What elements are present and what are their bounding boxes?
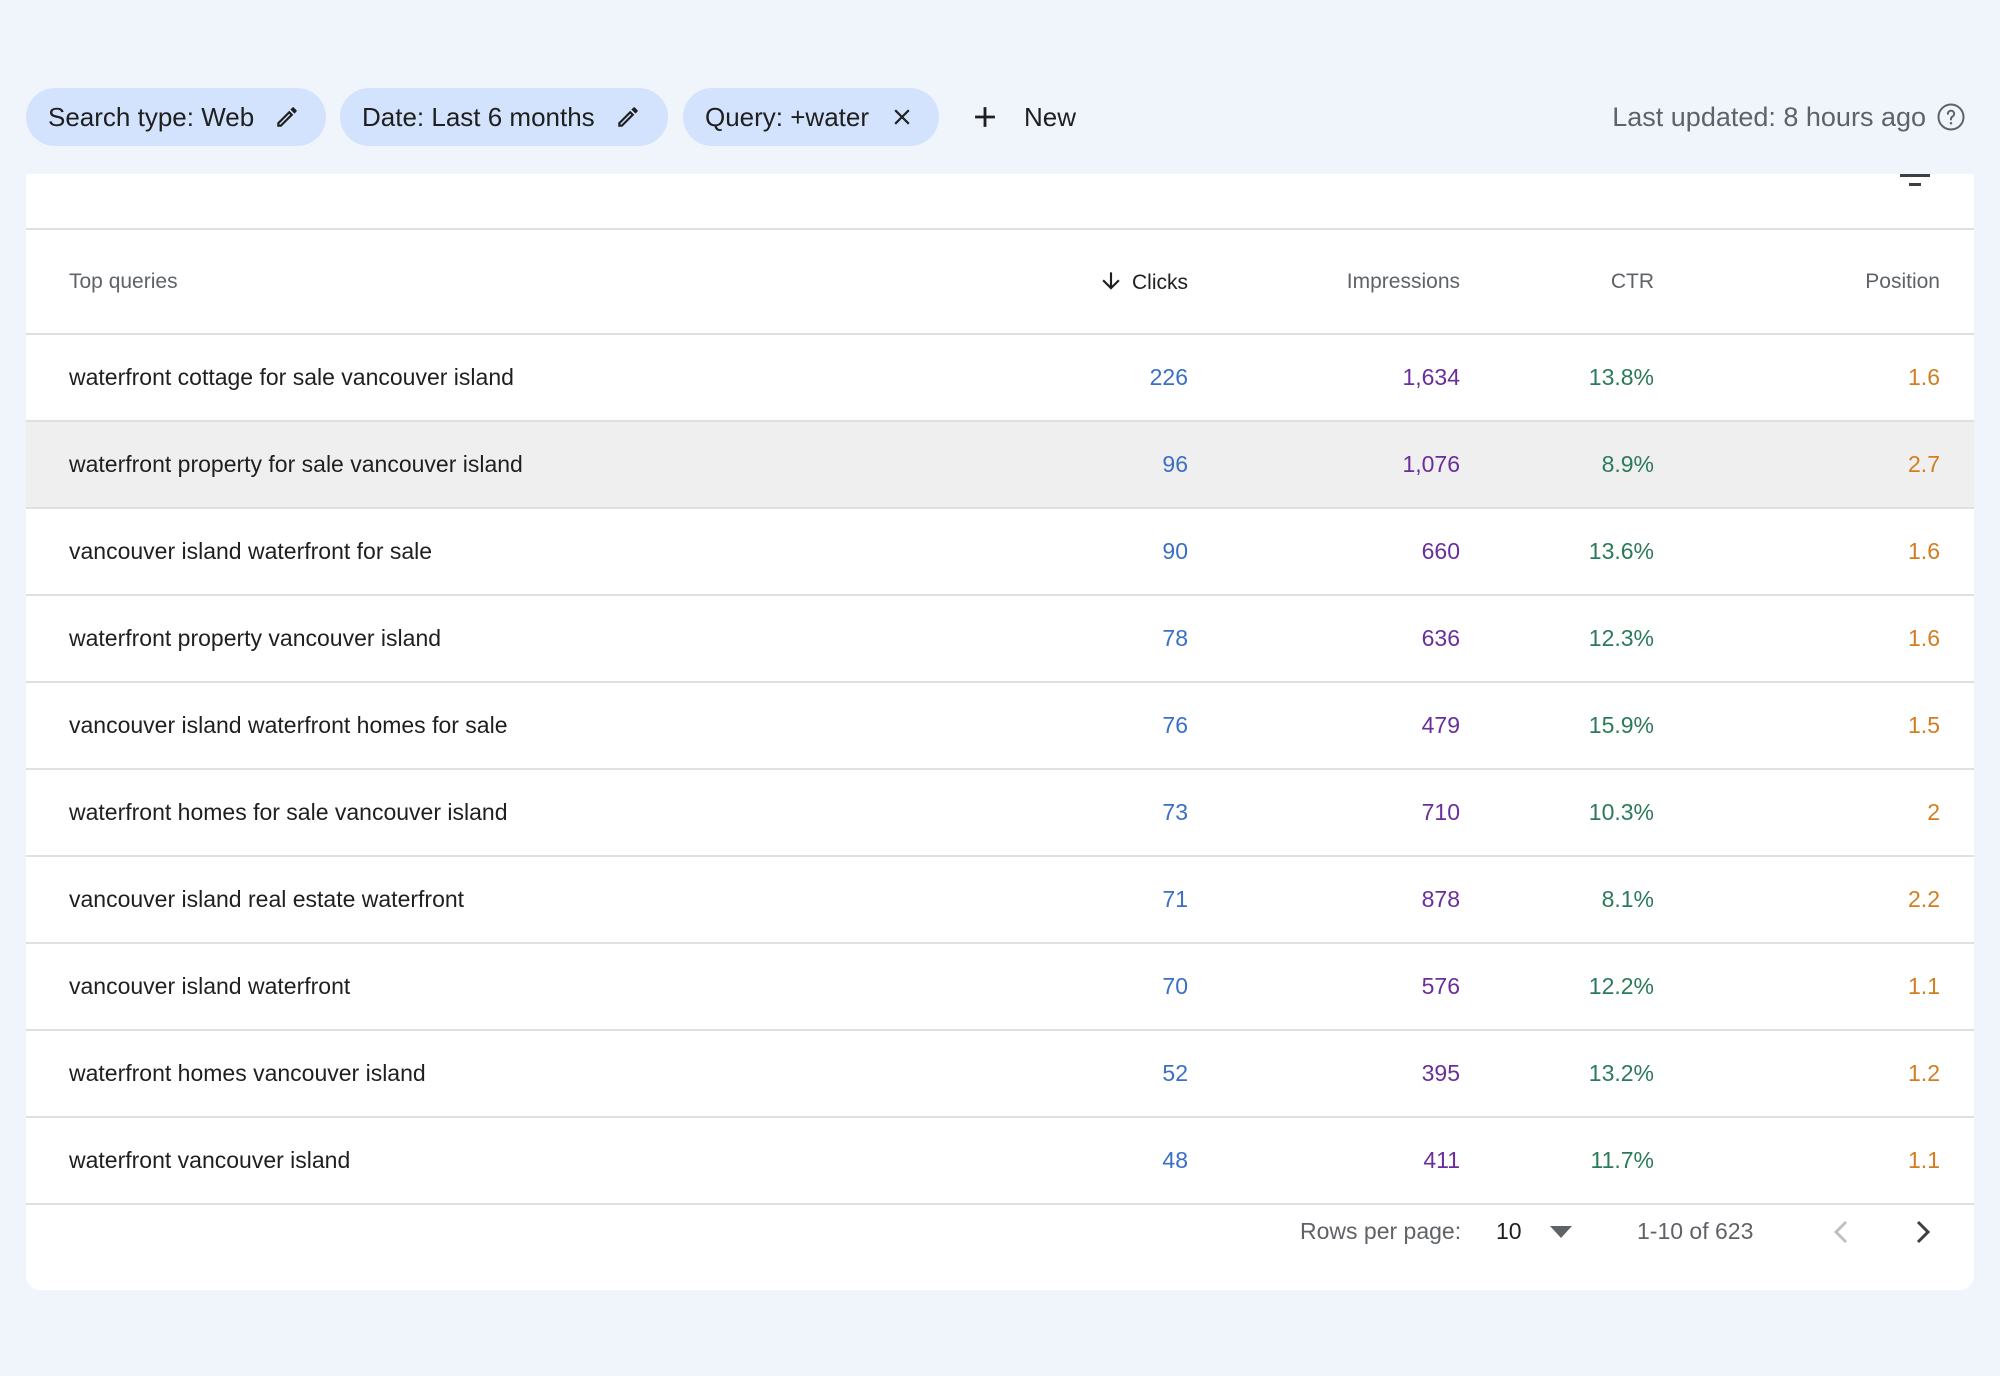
- column-header-position[interactable]: Position: [1688, 230, 1974, 335]
- position-cell: 1.5: [1688, 682, 1974, 770]
- query-chip[interactable]: Query: +water: [683, 88, 939, 146]
- pagination: Rows per page: 10 1-10 of 623: [26, 1202, 1974, 1262]
- table-row[interactable]: waterfront cottage for sale vancouver is…: [26, 334, 1974, 422]
- query-cell[interactable]: vancouver island waterfront for sale: [26, 508, 926, 596]
- column-header-impressions[interactable]: Impressions: [1222, 230, 1494, 335]
- position-cell: 1.2: [1688, 1030, 1974, 1118]
- query-cell[interactable]: waterfront vancouver island: [26, 1117, 926, 1205]
- table-row[interactable]: waterfront property vancouver island 78 63…: [26, 595, 1974, 683]
- ctr-cell: 10.3%: [1494, 769, 1688, 857]
- pagination-range: 1-10 of 623: [1637, 1218, 1754, 1244]
- impressions-cell: 1,076: [1222, 421, 1494, 509]
- impressions-cell: 878: [1222, 856, 1494, 944]
- clicks-cell: 96: [926, 421, 1222, 509]
- clicks-cell: 48: [926, 1117, 1222, 1205]
- impressions-cell: 576: [1222, 943, 1494, 1031]
- query-cell[interactable]: vancouver island waterfront: [26, 943, 926, 1031]
- impressions-cell: 660: [1222, 508, 1494, 596]
- position-cell: 1.1: [1688, 943, 1974, 1031]
- edit-pencil-icon[interactable]: [274, 104, 300, 130]
- clicks-cell: 78: [926, 595, 1222, 683]
- impressions-cell: 479: [1222, 682, 1494, 770]
- queries-card: Top queries Clicks Impressions CTR Posit…: [26, 174, 1974, 1290]
- table-row[interactable]: waterfront homes for sale vancouver isla…: [26, 769, 1974, 857]
- query-cell[interactable]: waterfront property vancouver island: [26, 595, 926, 683]
- ctr-cell: 11.7%: [1494, 1117, 1688, 1205]
- previous-page-icon[interactable]: [1826, 1212, 1858, 1252]
- ctr-cell: 8.9%: [1494, 421, 1688, 509]
- query-cell[interactable]: vancouver island real estate waterfront: [26, 856, 926, 944]
- table-row[interactable]: vancouver island real estate waterfront 7…: [26, 856, 1974, 944]
- table-row[interactable]: vancouver island waterfront 70 576 12.2% 1.1: [26, 943, 1974, 1031]
- column-header-ctr[interactable]: CTR: [1494, 230, 1688, 335]
- impressions-cell: 411: [1222, 1117, 1494, 1205]
- rows-per-page-select[interactable]: 10: [1496, 1218, 1522, 1244]
- impressions-cell: 395: [1222, 1030, 1494, 1118]
- position-cell: 1.6: [1688, 595, 1974, 683]
- ctr-cell: 8.1%: [1494, 856, 1688, 944]
- query-cell[interactable]: waterfront homes for sale vancouver isla…: [26, 769, 926, 857]
- query-cell[interactable]: waterfront cottage for sale vancouver is…: [26, 334, 926, 422]
- rows-per-page-label: Rows per page:: [1300, 1218, 1462, 1244]
- clicks-cell: 73: [926, 769, 1222, 857]
- date-chip-label: Date: Last 6 months: [362, 101, 595, 132]
- clicks-cell: 76: [926, 682, 1222, 770]
- clicks-cell: 71: [926, 856, 1222, 944]
- table-row[interactable]: waterfront vancouver island 48 411 11.7% 1.1: [26, 1117, 1974, 1205]
- position-cell: 1.6: [1688, 334, 1974, 422]
- table-row[interactable]: vancouver island waterfront for sale 90 66…: [26, 508, 1974, 596]
- impressions-cell: 636: [1222, 595, 1494, 683]
- ctr-cell: 15.9%: [1494, 682, 1688, 770]
- date-chip[interactable]: Date: Last 6 months: [340, 88, 668, 146]
- table-row[interactable]: waterfront homes vancouver island 52 395 13…: [26, 1030, 1974, 1118]
- query-chip-label: Query: +water: [705, 101, 870, 132]
- search-type-chip[interactable]: Search type: Web: [26, 88, 326, 146]
- ctr-cell: 12.2%: [1494, 943, 1688, 1031]
- table-row[interactable]: waterfront property for sale vancouver i…: [26, 421, 1974, 509]
- clicks-cell: 90: [926, 508, 1222, 596]
- ctr-cell: 13.6%: [1494, 508, 1688, 596]
- impressions-cell: 1,634: [1222, 334, 1494, 422]
- query-cell[interactable]: waterfront property for sale vancouver i…: [26, 421, 926, 509]
- new-filter-button[interactable]: New: [968, 88, 1076, 146]
- plus-icon: [975, 107, 995, 127]
- last-updated-status: Last updated: 8 hours ago: [1612, 88, 1966, 146]
- column-header-query[interactable]: Top queries: [26, 230, 926, 335]
- next-page-icon[interactable]: [1906, 1212, 1938, 1252]
- position-cell: 2.7: [1688, 421, 1974, 509]
- query-cell[interactable]: vancouver island waterfront homes for sa…: [26, 682, 926, 770]
- search-type-chip-label: Search type: Web: [48, 101, 255, 132]
- sort-descending-icon: [1098, 268, 1124, 294]
- filter-bar: Search type: Web Date: Last 6 months Que…: [0, 0, 2000, 174]
- clicks-cell: 52: [926, 1030, 1222, 1118]
- column-header-clicks-label: Clicks: [1132, 271, 1188, 294]
- table-top-divider: [26, 228, 1974, 230]
- edit-pencil-icon[interactable]: [615, 104, 641, 130]
- new-filter-label: New: [1024, 101, 1077, 132]
- clicks-cell: 70: [926, 943, 1222, 1031]
- position-cell: 1.1: [1688, 1117, 1974, 1205]
- clicks-cell: 226: [926, 334, 1222, 422]
- position-cell: 2: [1688, 769, 1974, 857]
- column-header-clicks[interactable]: Clicks: [926, 230, 1222, 335]
- table-header-row: Top queries Clicks Impressions CTR Posit…: [26, 230, 1974, 335]
- filter-rows-icon[interactable]: [1900, 174, 1930, 190]
- dropdown-caret-icon[interactable]: [1550, 1226, 1572, 1238]
- table-row[interactable]: vancouver island waterfront homes for sa…: [26, 682, 1974, 770]
- position-cell: 1.6: [1688, 508, 1974, 596]
- ctr-cell: 13.2%: [1494, 1030, 1688, 1118]
- last-updated-text: Last updated: 8 hours ago: [1612, 101, 1926, 132]
- position-cell: 2.2: [1688, 856, 1974, 944]
- help-icon[interactable]: [1936, 102, 1966, 132]
- queries-table: Top queries Clicks Impressions CTR Posit…: [26, 230, 1974, 1205]
- query-cell[interactable]: waterfront homes vancouver island: [26, 1030, 926, 1118]
- ctr-cell: 13.8%: [1494, 334, 1688, 422]
- ctr-cell: 12.3%: [1494, 595, 1688, 683]
- impressions-cell: 710: [1222, 769, 1494, 857]
- close-icon[interactable]: [889, 104, 915, 130]
